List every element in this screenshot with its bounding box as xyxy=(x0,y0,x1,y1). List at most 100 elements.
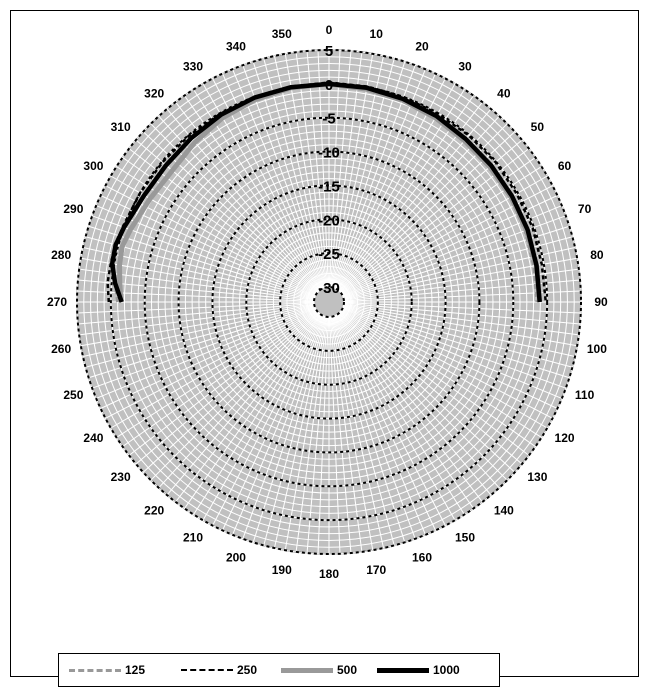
angle-label-140: 140 xyxy=(494,503,514,517)
outer-ring xyxy=(76,49,582,555)
grid-spoke xyxy=(92,306,316,389)
angle-label-160: 160 xyxy=(412,551,432,565)
grid-spoke xyxy=(332,316,395,546)
legend-label-500: 500 xyxy=(337,663,358,677)
angle-label-80: 80 xyxy=(590,248,604,262)
grid-spoke xyxy=(343,279,581,302)
grid-spoke xyxy=(331,53,374,288)
grid-spoke xyxy=(252,316,325,543)
angle-label-290: 290 xyxy=(63,202,83,216)
grid-spoke xyxy=(338,313,492,496)
radial-label: -30 xyxy=(318,280,340,297)
angle-label-210: 210 xyxy=(183,531,203,545)
grid-spoke xyxy=(212,315,323,526)
grid-spoke xyxy=(242,315,325,539)
chart-frame: 0 10 20 30 40 50 60 70 80 90 100 110 120 130 140 150 160… xyxy=(10,10,639,687)
grid-spoke xyxy=(330,316,363,552)
grid-spoke xyxy=(333,315,416,539)
grid-spoke xyxy=(331,55,385,288)
grid-spoke xyxy=(342,308,553,419)
grid-spoke xyxy=(329,50,341,288)
legend-item-500: 500 xyxy=(281,654,357,686)
grid-spoke xyxy=(100,195,316,297)
major-ring xyxy=(313,286,345,318)
grid-spoke xyxy=(295,52,328,288)
angle-label-120: 120 xyxy=(555,431,575,445)
grid-spoke xyxy=(329,50,352,288)
grid-spoke xyxy=(343,305,573,368)
grid-spoke xyxy=(339,311,516,473)
angle-label-310: 310 xyxy=(111,120,131,134)
grid-spoke xyxy=(340,310,530,456)
grid-spoke xyxy=(334,315,436,531)
grid-spoke xyxy=(336,314,465,515)
angle-label-0: 0 xyxy=(326,23,333,37)
grid-spoke xyxy=(252,61,325,288)
grid-spoke xyxy=(341,309,542,438)
grid-spoke xyxy=(306,316,329,554)
angle-label-70: 70 xyxy=(578,202,592,216)
grid-spoke xyxy=(77,302,315,314)
grid-spoke xyxy=(284,53,327,288)
grid-spoke xyxy=(263,316,326,546)
legend-item-1000: 1000 xyxy=(377,654,460,686)
grid-spoke xyxy=(273,55,327,288)
radial-label: -5 xyxy=(322,111,335,128)
grid-spoke xyxy=(175,313,321,503)
grid-spoke xyxy=(122,310,317,447)
grid-spoke xyxy=(340,311,523,465)
radial-label: -20 xyxy=(318,212,340,229)
angle-label-340: 340 xyxy=(226,39,246,53)
major-ring xyxy=(143,116,515,488)
angle-label-330: 330 xyxy=(183,59,203,73)
grid-spoke xyxy=(317,50,329,288)
grid-spoke xyxy=(342,307,563,399)
radial-label: -25 xyxy=(318,246,340,263)
angle-label-240: 240 xyxy=(83,431,103,445)
angle-label-350: 350 xyxy=(272,27,292,41)
angle-label-280: 280 xyxy=(51,248,71,262)
grid-spoke xyxy=(242,65,325,289)
major-ring xyxy=(211,184,447,420)
angle-label-170: 170 xyxy=(366,563,386,577)
angle-label-100: 100 xyxy=(587,342,607,356)
grid-spoke xyxy=(343,302,581,325)
legend-item-125: 125 xyxy=(69,654,145,686)
grid-spoke xyxy=(342,306,566,389)
grid-spoke xyxy=(150,312,319,481)
grid-spoke xyxy=(79,303,315,336)
angle-label-10: 10 xyxy=(370,27,384,41)
grid-spoke xyxy=(128,310,318,456)
grid-spoke xyxy=(333,316,406,543)
grid-spoke xyxy=(295,316,328,552)
grid-spoke xyxy=(338,312,500,489)
grid-spoke xyxy=(331,316,374,551)
grid-spoke xyxy=(77,302,315,325)
grid-spoke xyxy=(343,306,570,379)
grid-spoke xyxy=(82,304,315,358)
legend-label-250: 250 xyxy=(237,663,258,677)
grid-spoke xyxy=(343,304,576,358)
angle-label-200: 200 xyxy=(226,551,246,565)
major-ring xyxy=(245,218,413,386)
grid-spoke xyxy=(343,304,578,347)
grid-spoke xyxy=(341,309,548,429)
grid-spoke xyxy=(232,315,324,536)
angle-label-110: 110 xyxy=(575,388,595,402)
grid-spoke xyxy=(88,306,315,379)
grid-spoke xyxy=(342,307,558,409)
angle-label-30: 30 xyxy=(458,59,472,73)
grid-spoke xyxy=(343,303,579,336)
radial-label: 0 xyxy=(325,77,333,94)
angle-label-190: 190 xyxy=(272,563,292,577)
angle-label-50: 50 xyxy=(531,120,545,134)
grid-spoke xyxy=(80,304,315,347)
grid-spoke xyxy=(341,310,536,447)
angle-label-300: 300 xyxy=(83,159,103,173)
grid-spoke xyxy=(184,314,321,509)
legend-swatch-1000 xyxy=(377,667,429,673)
angle-label-220: 220 xyxy=(144,503,164,517)
angle-label-130: 130 xyxy=(527,470,547,484)
legend-label-125: 125 xyxy=(125,663,146,677)
grid-spoke xyxy=(105,308,316,419)
